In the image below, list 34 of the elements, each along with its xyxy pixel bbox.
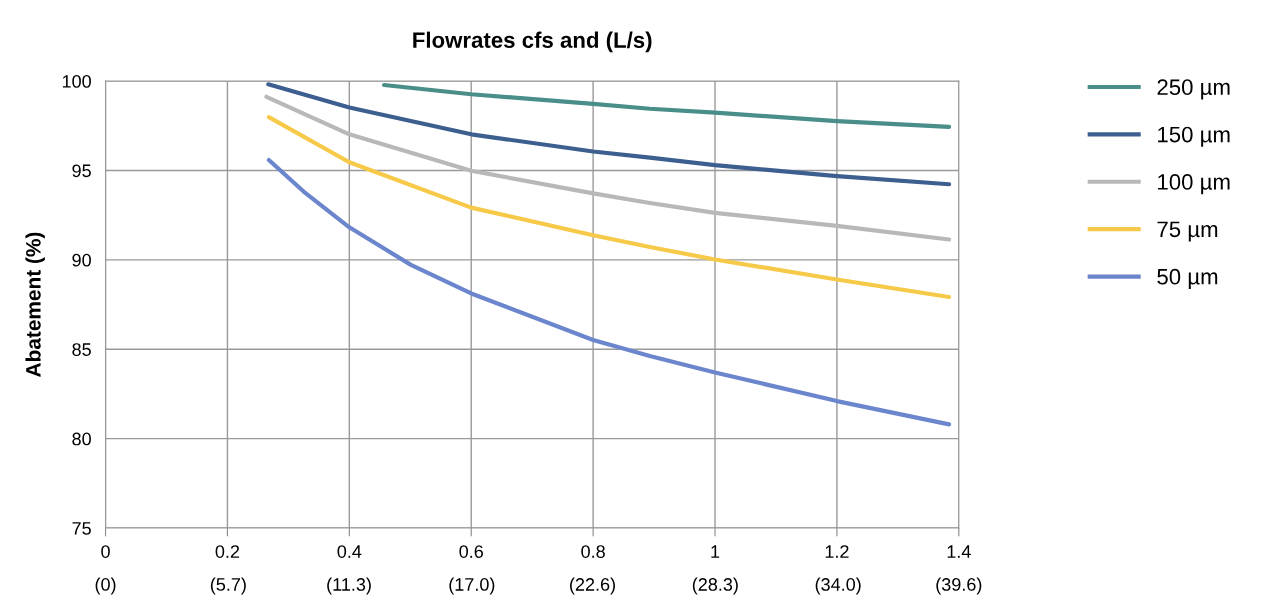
x-tick-label: 1.2 <box>825 545 849 558</box>
line-series <box>266 157 952 427</box>
legend-label: 100 µm <box>1158 174 1230 195</box>
x-tick-label: 0.2 <box>215 545 240 558</box>
x2-tick-label: (39.6) <box>936 577 982 595</box>
legend-label: 50 µm <box>1157 268 1218 289</box>
x2-tick-label: (17.0) <box>449 577 495 595</box>
line-series <box>381 82 952 129</box>
y-tick-label: 80 <box>72 432 91 446</box>
line-series <box>264 94 952 242</box>
legend-label: 150 µm <box>1158 126 1230 147</box>
y-axis-title: Abatement (%) <box>25 232 45 377</box>
x-tick-label: 0.8 <box>581 545 605 558</box>
x2-tick-label: (28.3) <box>692 577 738 595</box>
y-tick-label: 85 <box>72 343 91 356</box>
x-tick-label: 0.6 <box>459 545 483 558</box>
x-tick-label: 1.4 <box>947 545 971 558</box>
x2-tick-label: (0) <box>95 577 116 595</box>
x-tick-label: 0 <box>101 545 110 558</box>
legend-label: 75 µm <box>1157 221 1218 242</box>
x-tick-label: 0.4 <box>337 545 362 558</box>
y-tick-label: 100 <box>62 74 91 88</box>
x2-tick-label: (22.6) <box>570 577 615 595</box>
line-series <box>266 82 952 187</box>
x2-tick-label: (34.0) <box>815 577 861 595</box>
y-tick-label: 95 <box>72 164 91 178</box>
legend-label: 250 µm <box>1157 79 1230 100</box>
x-tick-label: 1 <box>711 545 720 558</box>
x2-tick-label: (5.7) <box>210 577 246 595</box>
line-series <box>266 115 952 300</box>
x2-tick-label: (11.3) <box>327 577 371 595</box>
y-tick-label: 75 <box>72 522 91 535</box>
chart-title: Flowrates cfs and (L/s) <box>413 31 652 53</box>
y-tick-label: 90 <box>72 253 91 267</box>
